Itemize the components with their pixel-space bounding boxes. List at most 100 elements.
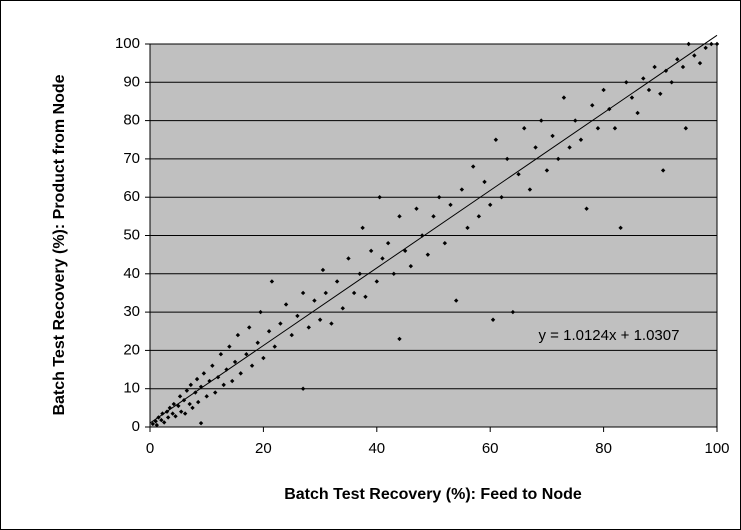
scatter-point <box>255 340 260 345</box>
plot-border <box>149 43 718 428</box>
scatter-point <box>227 344 232 349</box>
scatter-point <box>601 87 606 93</box>
scatter-point <box>312 298 317 303</box>
trendline-label: y = 1.0124x + 1.0307 <box>539 327 680 344</box>
scatter-point <box>230 378 235 384</box>
scatter-point <box>154 422 160 428</box>
scatter-point <box>686 41 691 47</box>
scatter-point <box>567 145 572 150</box>
scatter-point <box>351 290 357 296</box>
scatter-point <box>249 363 255 368</box>
y-tick-label: 50 <box>123 226 140 243</box>
scatter-point <box>289 332 294 338</box>
scatter-point <box>408 263 414 269</box>
scatter-point <box>329 321 334 326</box>
scatter-point <box>334 279 340 284</box>
scatter-point <box>692 53 697 58</box>
scatter-point <box>357 271 362 276</box>
scatter-point <box>385 240 391 246</box>
scatter-point <box>680 64 686 70</box>
scatter-point <box>425 252 431 257</box>
scatter-point <box>201 371 207 376</box>
trendline <box>149 34 718 424</box>
scatter-point <box>218 352 224 357</box>
y-axis-title: Batch Test Recovery (%): Product from No… <box>51 74 68 416</box>
y-tick-label: 40 <box>123 265 140 282</box>
scatter-point <box>550 133 555 139</box>
scatter-point <box>527 187 533 192</box>
scatter-point <box>173 414 178 419</box>
scatter-point <box>663 68 669 74</box>
scatter-point <box>300 386 306 391</box>
scatter-point <box>269 279 275 284</box>
scatter-point <box>683 126 689 131</box>
scatter-point <box>317 317 323 322</box>
scatter-point <box>459 187 465 192</box>
scatter-point <box>340 306 345 311</box>
x-tick-label: 80 <box>595 440 612 457</box>
scatter-point <box>516 172 521 177</box>
x-tick-label: 0 <box>146 440 154 457</box>
scatter-point <box>646 87 652 93</box>
scatter-point <box>584 206 589 211</box>
scatter-point <box>261 355 266 361</box>
scatter-point <box>544 168 550 173</box>
scatter-point <box>295 313 300 319</box>
scatter-point <box>652 64 657 70</box>
scatter-point <box>210 363 215 368</box>
y-tick-label: 0 <box>132 418 140 435</box>
scatter-point <box>235 332 241 338</box>
scatter-point <box>165 415 171 420</box>
scatter-point <box>204 394 209 399</box>
scatter-point <box>448 202 453 208</box>
scatter-point <box>556 156 561 162</box>
scatter-point <box>703 45 708 51</box>
scatter-point <box>374 279 379 284</box>
scatter-point <box>283 302 289 307</box>
scatter-point <box>244 352 249 357</box>
scatter-point <box>377 195 382 200</box>
scatter-point <box>453 298 459 303</box>
y-tick-label: 70 <box>123 150 140 167</box>
scatter-point <box>595 126 601 131</box>
scatter-point <box>397 336 402 342</box>
scatter-point <box>397 214 402 219</box>
scatter-point <box>177 394 183 399</box>
scatter-point <box>561 95 567 100</box>
scatter-point <box>669 80 674 85</box>
scatter-point <box>714 41 720 47</box>
x-tick-label: 60 <box>482 440 499 457</box>
scatter-point <box>190 405 195 411</box>
scatter-point <box>224 367 229 372</box>
scatter-point <box>178 409 184 414</box>
scatter-point <box>488 202 493 208</box>
scatter-point <box>323 290 328 296</box>
scatter-point <box>522 126 527 131</box>
scatter-point <box>431 214 436 219</box>
scatter-point <box>658 91 663 96</box>
scatter-point <box>300 290 306 296</box>
scatter-point <box>697 60 703 66</box>
scatter-point <box>213 390 218 395</box>
scatter-point <box>436 195 442 200</box>
scatter-point <box>160 411 165 416</box>
scatter-point <box>360 225 365 231</box>
scatter-point <box>346 256 351 261</box>
scatter-point <box>161 420 167 425</box>
scatter-point <box>442 240 448 246</box>
scatter-point <box>198 420 204 426</box>
x-tick-label: 40 <box>368 440 385 457</box>
scatter-point <box>533 145 538 150</box>
trendline-label-bg <box>505 324 713 348</box>
scatter-point <box>493 137 499 142</box>
scatter-point <box>391 271 397 276</box>
scatter-point <box>490 317 496 322</box>
y-tick-label: 30 <box>123 303 140 320</box>
scatter-point <box>482 179 487 185</box>
y-tick-label: 60 <box>123 188 140 205</box>
y-tick-label: 80 <box>123 112 140 129</box>
scatter-point <box>182 411 188 416</box>
scatter-point <box>573 118 578 123</box>
scatter-point <box>618 225 623 231</box>
